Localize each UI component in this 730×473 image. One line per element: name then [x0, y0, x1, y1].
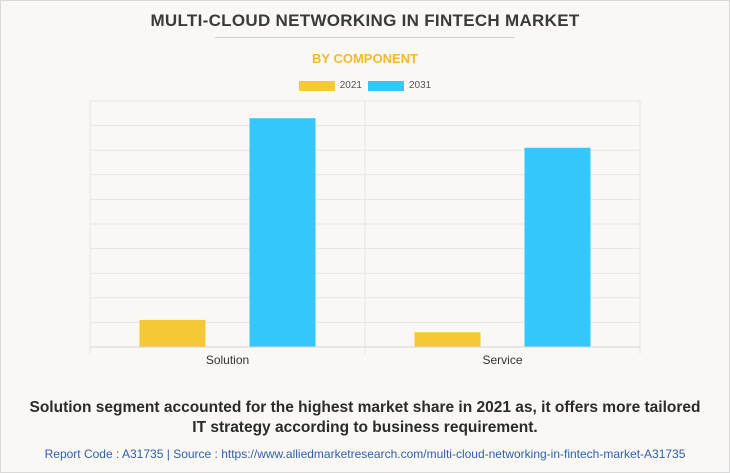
footer: Report Code : A31735 | Source : https://… [0, 447, 730, 461]
chart-caption: Solution segment accounted for the highe… [0, 398, 730, 438]
legend-item-2021[interactable]: 2021 [298, 80, 362, 91]
legend-label-2021: 2021 [339, 80, 362, 91]
x-tick-label-service: Service [482, 353, 522, 367]
footer-separator: | [166, 447, 170, 461]
x-axis: Solution Service [90, 346, 640, 367]
legend: 2021 2031 [0, 80, 730, 91]
legend-swatch-2031 [368, 80, 404, 91]
chart-title: MULTI-CLOUD NETWORKING IN FINTECH MARKET [150, 11, 580, 30]
chart-subtitle: BY COMPONENT [312, 51, 418, 66]
source-link[interactable]: Source : https://www.alliedmarketresearc… [173, 447, 686, 461]
legend-label-2031: 2031 [409, 80, 432, 91]
legend-item-2031[interactable]: 2031 [368, 80, 431, 91]
bars [139, 118, 591, 347]
bar-2031-service[interactable] [524, 147, 591, 347]
x-tick-label-solution: Solution [206, 353, 249, 367]
report-code: Report Code : A31735 [44, 447, 164, 461]
bar-2021-service[interactable] [414, 332, 481, 347]
bar-2031-solution[interactable] [249, 118, 316, 347]
caption-line-2: IT strategy according to business requir… [192, 419, 538, 436]
bar-2021-solution[interactable] [139, 319, 206, 347]
title-divider [215, 37, 515, 38]
legend-swatch-2021 [298, 80, 335, 91]
caption-line-1: Solution segment accounted for the highe… [29, 399, 701, 416]
